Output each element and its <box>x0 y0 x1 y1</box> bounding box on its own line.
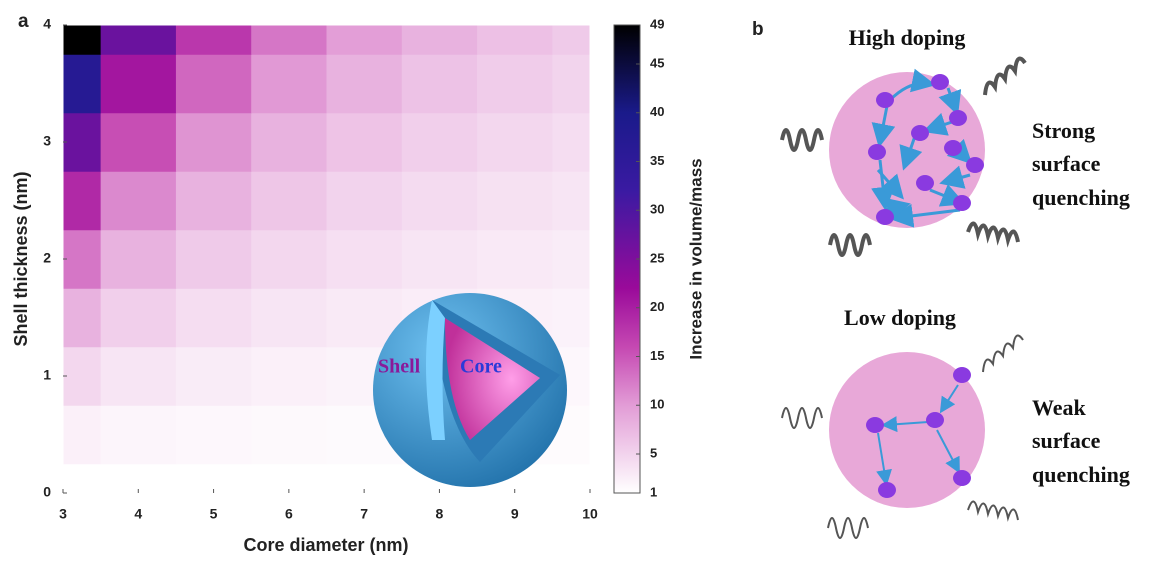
heatmap-cell <box>176 347 252 406</box>
heatmap-cell <box>477 54 553 113</box>
heatmap-cell <box>176 54 252 113</box>
diagram-title: Low doping <box>844 305 956 330</box>
heatmap-cell <box>327 113 403 172</box>
heatmap-cell <box>251 405 327 464</box>
heatmap-cell <box>251 54 327 113</box>
x-tick-label: 4 <box>134 506 142 522</box>
inset-label: Shell <box>378 356 421 378</box>
colorbar-tick-label: 45 <box>650 55 664 70</box>
heatmap-cell <box>402 171 478 230</box>
heatmap-cell <box>251 288 327 347</box>
diagram-caption: quenching <box>1032 462 1130 487</box>
heatmap-cell <box>251 230 327 289</box>
diagram-caption: surface <box>1032 151 1101 176</box>
heatmap-cell <box>101 405 177 464</box>
heatmap-cell <box>101 54 177 113</box>
y-tick-label: 1 <box>43 367 51 383</box>
diagram-caption: Strong <box>1032 118 1095 143</box>
diagram-title: High doping <box>849 25 966 50</box>
x-tick-label: 10 <box>582 506 598 522</box>
colorbar-tick-label: 40 <box>650 104 664 119</box>
heatmap-cell <box>327 0 403 55</box>
x-tick-label: 8 <box>436 506 444 522</box>
colorbar-tick-label: 49 <box>650 16 664 31</box>
diagram-caption: quenching <box>1032 185 1130 210</box>
inset-sphere <box>373 293 567 487</box>
colorbar-tick-label: 10 <box>650 397 664 412</box>
panel-label: b <box>752 19 764 40</box>
diagram-caption: Weak <box>1032 395 1087 420</box>
colorbar-tick-label: 25 <box>650 250 664 265</box>
y-tick-label: 3 <box>43 133 51 149</box>
heatmap-cell <box>402 54 478 113</box>
heatmap-cell <box>477 230 553 289</box>
y-axis-label: Shell thickness (nm) <box>11 171 31 346</box>
colorbar-tick-label: 1 <box>650 484 657 499</box>
colorbar-tick-label: 5 <box>650 445 657 460</box>
x-tick-label: 5 <box>210 506 218 522</box>
heatmap-cell <box>402 113 478 172</box>
x-tick-label: 7 <box>360 506 368 522</box>
x-tick-label: 6 <box>285 506 293 522</box>
heatmap-cell <box>477 113 553 172</box>
figure: a Core diameter (nm) Shell thickness (nm… <box>0 0 1161 559</box>
y-tick-label: 0 <box>43 484 51 500</box>
heatmap-cell <box>327 171 403 230</box>
heatmap-cell <box>176 171 252 230</box>
heatmap-cell <box>176 405 252 464</box>
heatmap-cell <box>101 171 177 230</box>
heatmap-cell <box>101 230 177 289</box>
heatmap-cell <box>176 113 252 172</box>
heatmap-cell <box>176 288 252 347</box>
panel-label: a <box>18 11 29 32</box>
colorbar-tick-label: 15 <box>650 348 664 363</box>
y-tick-label: 4 <box>43 16 51 32</box>
heatmap-cell <box>176 0 252 55</box>
heatmap-cell <box>327 54 403 113</box>
heatmap-cell <box>251 113 327 172</box>
heatmap-cell <box>477 171 553 230</box>
heatmap-cell <box>101 113 177 172</box>
heatmap-cell <box>101 0 177 55</box>
y-tick-label: 2 <box>43 250 51 266</box>
colorbar-tick-label: 20 <box>650 299 664 314</box>
colorbar-tick-label: 30 <box>650 202 664 217</box>
x-tick-label: 3 <box>59 506 67 522</box>
x-axis-label: Core diameter (nm) <box>243 535 408 555</box>
heatmap-cell <box>402 230 478 289</box>
diagram-caption: surface <box>1032 428 1101 453</box>
heatmap-cell <box>101 288 177 347</box>
colorbar-tick-label: 35 <box>650 153 664 168</box>
heatmap-cell <box>402 0 478 55</box>
heatmap-cell <box>251 0 327 55</box>
colorbar-label: Increase in volume/mass <box>686 158 705 359</box>
inset-label: Core <box>460 356 502 378</box>
heatmap-cell <box>477 0 553 55</box>
heatmap-cell <box>101 347 177 406</box>
heatmap-cell <box>251 171 327 230</box>
heatmap-cell <box>176 230 252 289</box>
heatmap-cell <box>251 347 327 406</box>
x-tick-label: 9 <box>511 506 519 522</box>
heatmap-cell <box>327 230 403 289</box>
